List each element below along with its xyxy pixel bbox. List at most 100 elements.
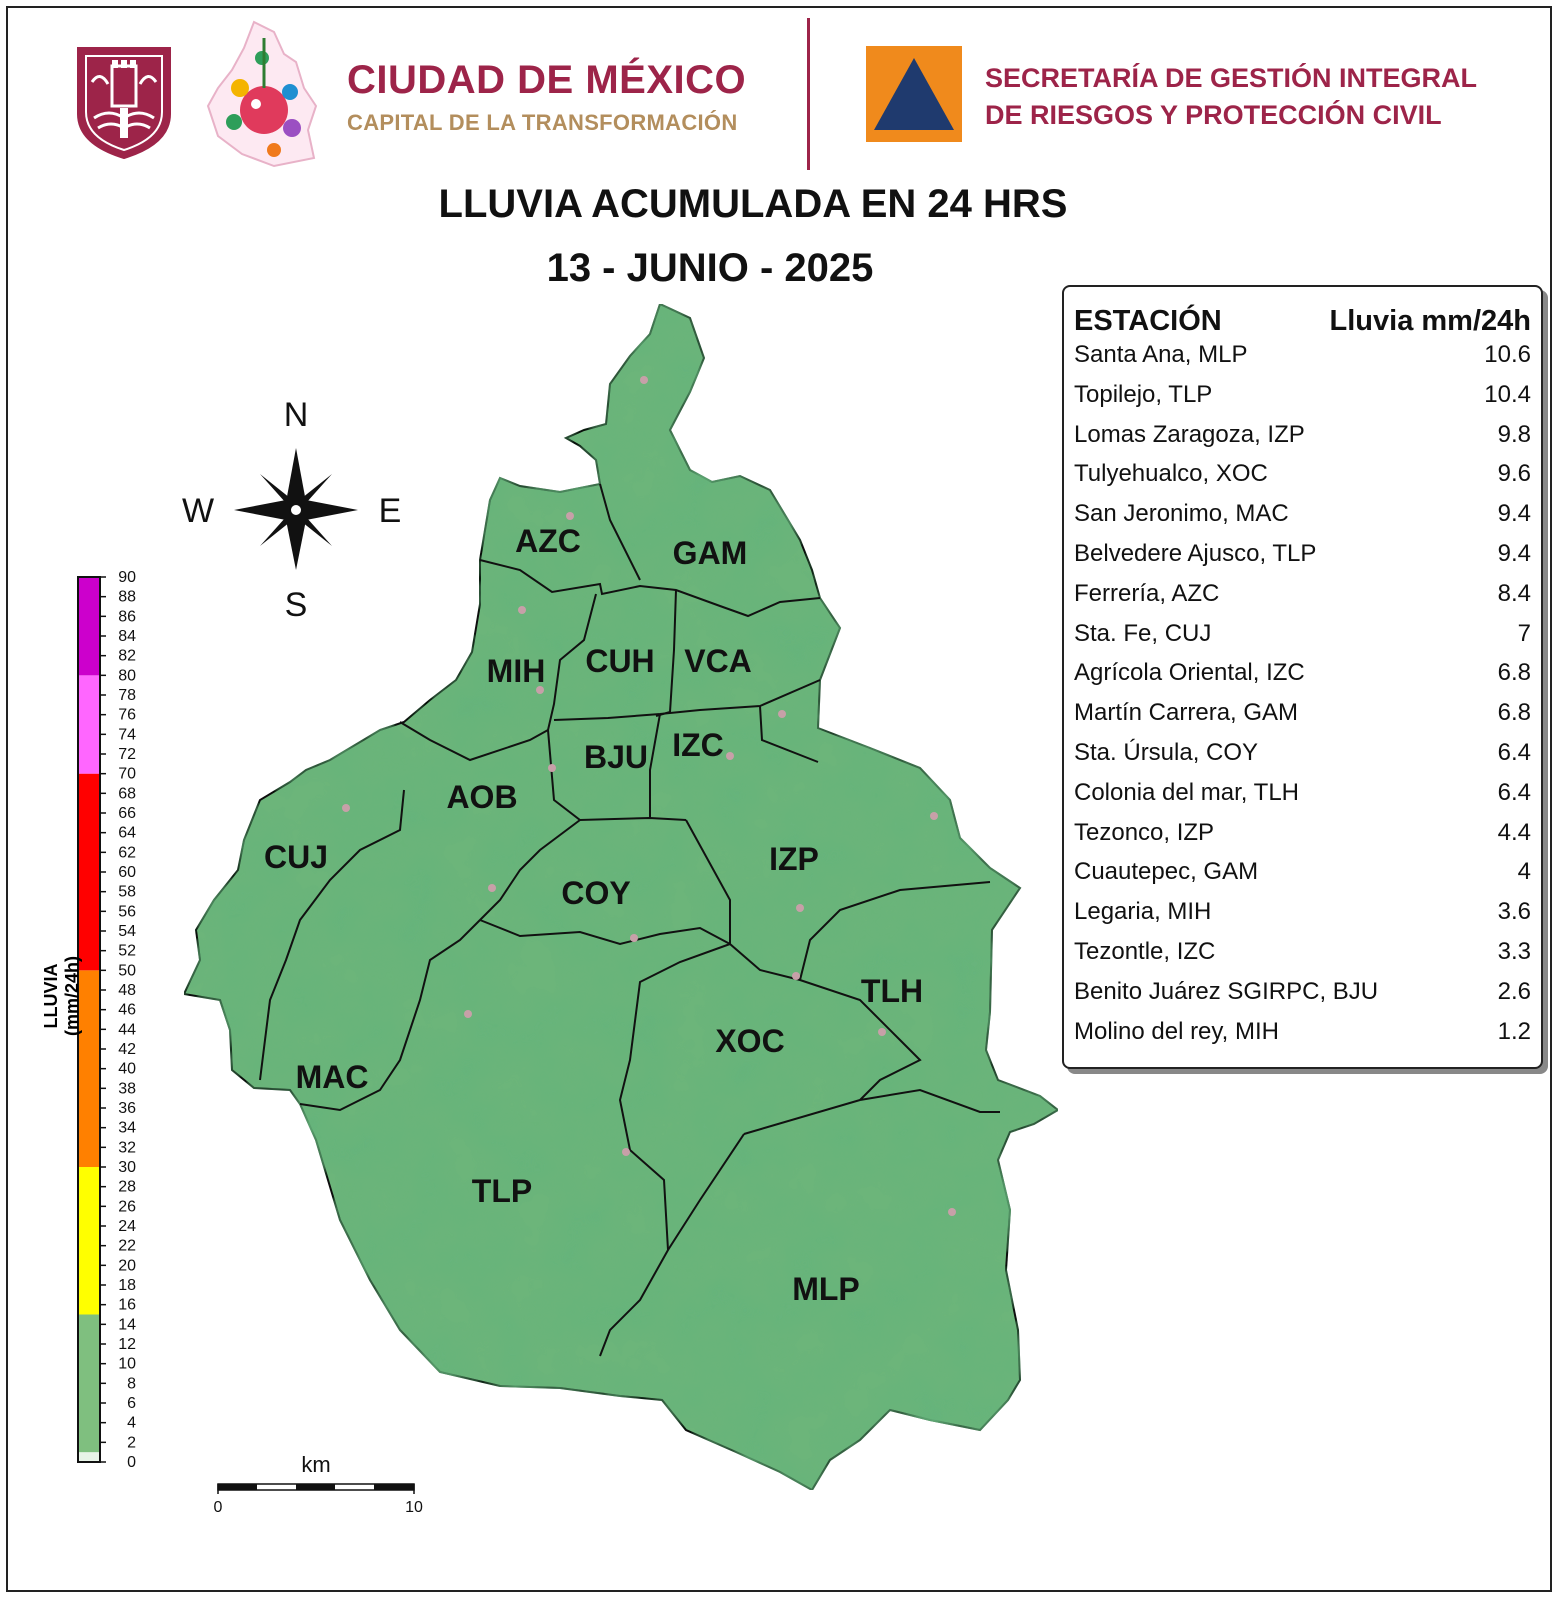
station-row: Agrícola Oriental, IZC 6.8	[1074, 659, 1531, 699]
station-row: Tezonco, IZP 4.4	[1074, 819, 1531, 859]
borough-label-aob: AOB	[446, 779, 517, 815]
cdmx-floral-map-logo	[206, 20, 318, 168]
colorbar-band	[78, 773, 100, 971]
station-marker	[536, 686, 544, 694]
cdmx-subtitle: CAPITAL DE LA TRANSFORMACIÓN	[347, 110, 738, 135]
borough-label-tlp: TLP	[472, 1173, 532, 1209]
colorbar-tick-label: 76	[118, 707, 136, 724]
station-marker	[778, 710, 786, 718]
station-rainfall-value: 6.4	[1497, 739, 1531, 766]
station-row: Sta. Fe, CUJ 7	[1074, 620, 1531, 660]
scale-unit-label: km	[301, 1452, 330, 1477]
borough-label-mac: MAC	[296, 1059, 369, 1095]
station-markers	[342, 376, 956, 1216]
station-row: Cuautepec, GAM 4	[1074, 858, 1531, 898]
proteccion-civil-logo	[866, 46, 962, 142]
station-row: Lomas Zaragoza, IZP 9.8	[1074, 421, 1531, 461]
colorbar-band	[78, 1167, 100, 1315]
borough-label-mlp: MLP	[792, 1271, 860, 1307]
station-row: San Jeronimo, MAC 9.4	[1074, 500, 1531, 540]
station-marker	[878, 1028, 886, 1036]
colorbar-band	[78, 577, 100, 676]
colorbar-tick-label: 88	[118, 589, 136, 606]
colorbar-tick-label: 84	[118, 628, 136, 645]
colorbar-tick-label: 54	[118, 923, 136, 940]
station-table: ESTACIÓN Lluvia mm/24h Santa Ana, MLP 10.…	[1062, 285, 1543, 1069]
colorbar-tick-label: 60	[118, 864, 136, 881]
cdmx-title: CIUDAD DE MÉXICO	[347, 58, 747, 102]
station-name: Sta. Fe, CUJ	[1074, 619, 1212, 647]
colorbar-tick-label: 56	[118, 903, 136, 920]
borough-label-izp: IZP	[769, 841, 819, 877]
colorbar-tick-label: 30	[118, 1159, 136, 1176]
colorbar-tick-label: 52	[118, 943, 136, 960]
station-rainfall-value: 9.6	[1497, 460, 1531, 488]
station-rainfall-value: 3.6	[1497, 898, 1531, 926]
station-name: Benito Juárez SGIRPC, BJU	[1074, 977, 1379, 1005]
station-name: Molino del rey, MIH	[1074, 1017, 1279, 1045]
compass-north-label: N	[284, 396, 309, 434]
station-marker	[726, 752, 734, 760]
station-rainfall-value: 4.4	[1497, 818, 1531, 846]
colorbar-tick-label: 78	[118, 687, 136, 704]
scale-start-label: 0	[214, 1499, 223, 1516]
station-rainfall-value: 3.3	[1497, 938, 1531, 965]
borough-label-cuh: CUH	[585, 643, 654, 679]
station-row: Molino del rey, MIH 1.2	[1074, 1018, 1531, 1058]
borough-label-mih: MIH	[487, 653, 546, 689]
station-rainfall-value: 6.4	[1497, 778, 1531, 806]
colorbar-tick-label: 28	[118, 1179, 136, 1196]
borough-label-bju: BJU	[584, 739, 648, 775]
colorbar-tick-label: 58	[118, 884, 136, 901]
station-name: Tezontle, IZC	[1074, 938, 1216, 965]
colorbar-tick-label: 4	[127, 1415, 136, 1432]
borough-label-gam: GAM	[673, 535, 748, 571]
colorbar-tick-label: 74	[118, 726, 136, 743]
colorbar-tick-label: 20	[118, 1257, 136, 1274]
station-rainfall-value: 8.4	[1497, 579, 1531, 607]
page-frame	[6, 6, 1552, 1592]
station-rainfall-value: 6.8	[1497, 699, 1531, 727]
header-separator	[807, 18, 810, 170]
map-title: LLUVIA ACUMULADA EN 24 HRS	[438, 182, 1068, 226]
station-rainfall-value: 9.4	[1497, 540, 1531, 567]
borough-label-azc: AZC	[515, 523, 581, 559]
station-name: Lomas Zaragoza, IZP	[1074, 420, 1305, 448]
station-row: Tezontle, IZC 3.3	[1074, 938, 1531, 978]
station-name: Cuautepec, GAM	[1074, 858, 1259, 886]
colorbar-tick-label: 14	[118, 1316, 136, 1333]
scale-end-label: 10	[405, 1499, 423, 1516]
station-rainfall-value: 1.2	[1497, 1017, 1531, 1045]
colorbar-tick-label: 64	[118, 825, 136, 842]
colorbar-label: LLUVIA (mm/24h)	[41, 956, 82, 1037]
station-name: Sta. Úrsula, COY	[1074, 739, 1259, 766]
colorbar-tick-label: 6	[127, 1395, 136, 1412]
colorbar-tick-label: 38	[118, 1080, 136, 1097]
colorbar-tick-label: 36	[118, 1100, 136, 1117]
header: CIUDAD DE MÉXICO CAPITAL DE LA TRANSFORM…	[0, 0, 1560, 190]
borough-label-coy: COY	[561, 875, 630, 911]
station-name: Tezonco, IZP	[1074, 818, 1215, 846]
station-marker	[464, 1010, 472, 1018]
colorbar-band	[78, 1314, 100, 1453]
station-row: Ferrería, AZC 8.4	[1074, 580, 1531, 620]
colorbar-tick-label: 68	[118, 785, 136, 802]
station-row: Santa Ana, MLP 10.6	[1074, 341, 1531, 381]
station-name: Agrícola Oriental, IZC	[1074, 659, 1305, 687]
colorbar-outline	[77, 576, 101, 1463]
colorbar-tick-label: 46	[118, 1002, 136, 1019]
agency-name: SECRETARÍA DE GESTIÓN INTEGRAL DE RIESGO…	[985, 60, 1477, 134]
city-terrain	[182, 302, 1060, 1492]
colorbar-band	[78, 1452, 100, 1462]
colorbar-tick-label: 66	[118, 805, 136, 822]
rainfall-header: Lluvia mm/24h	[1329, 305, 1531, 337]
station-rainfall-value: 6.8	[1497, 659, 1531, 687]
station-rainfall-value: 2.6	[1497, 977, 1531, 1005]
station-name: Ferrería, AZC	[1074, 579, 1220, 607]
colorbar-tick-label: 40	[118, 1061, 136, 1078]
borough-label-xoc: XOC	[715, 1023, 784, 1059]
station-name: San Jeronimo, MAC	[1074, 500, 1289, 528]
colorbar-tick-label: 82	[118, 648, 136, 665]
station-name: Colonia del mar, TLH	[1074, 778, 1299, 806]
